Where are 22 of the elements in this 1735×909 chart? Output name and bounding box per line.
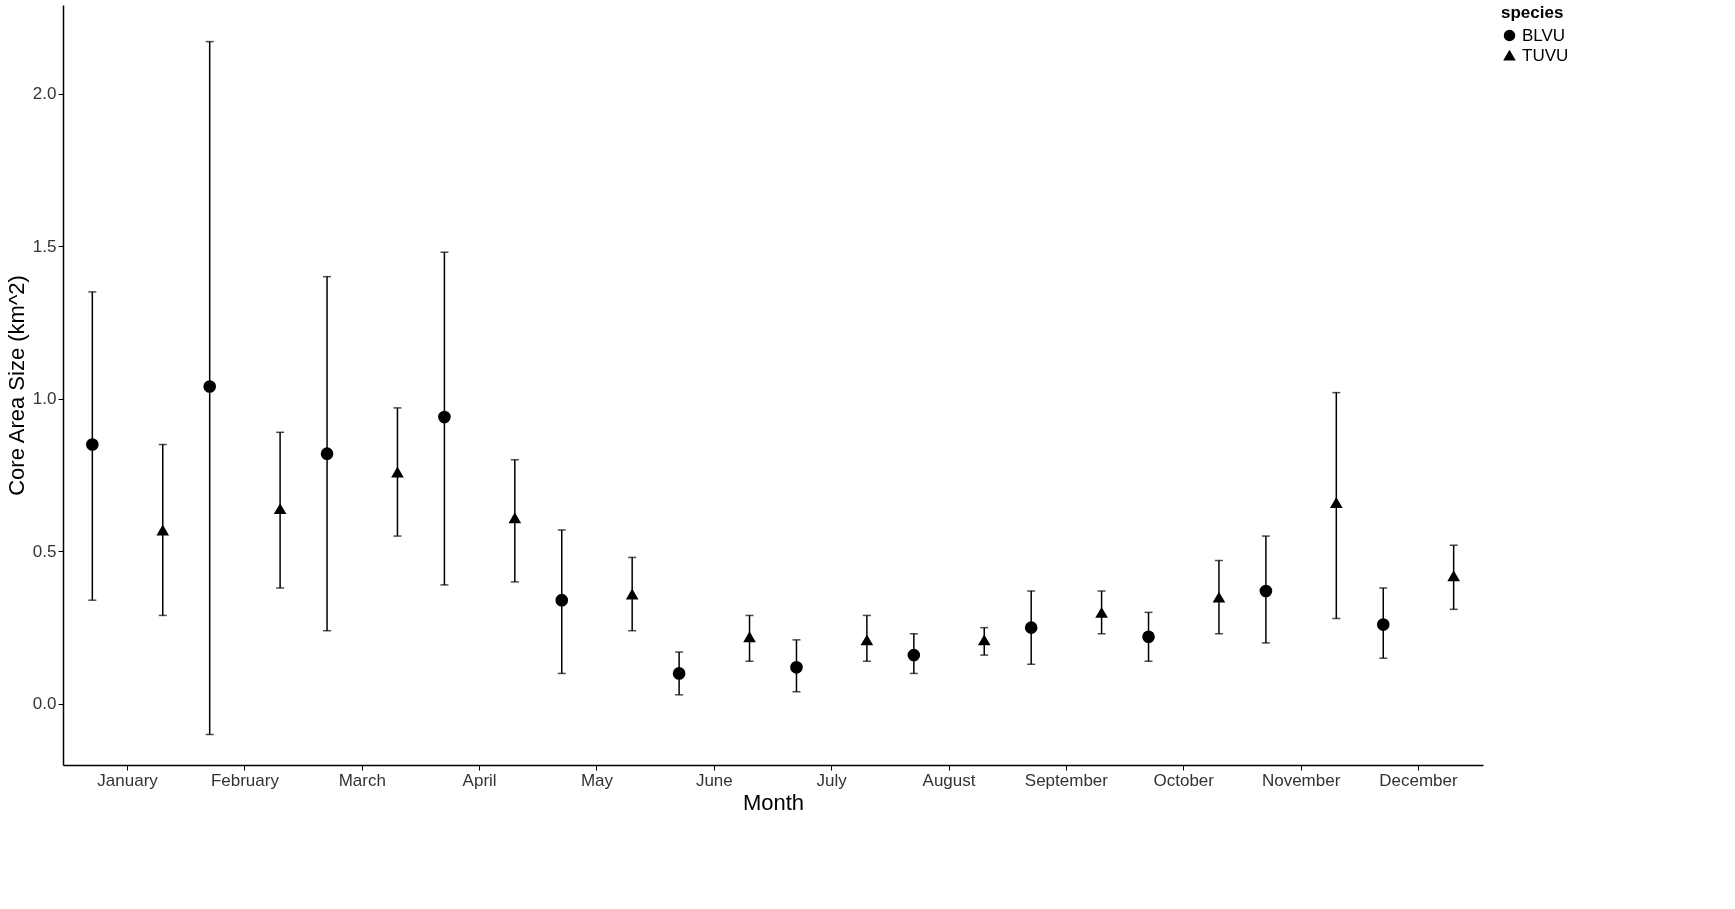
x-tick-label: November — [1261, 770, 1341, 790]
legend-label: BLVU — [1522, 25, 1566, 45]
x-tick-label: May — [580, 770, 614, 790]
x-tick-label: October — [1153, 770, 1215, 790]
y-tick-label: 2.0 — [32, 84, 57, 104]
x-tick-label: September — [1024, 770, 1109, 790]
y-tick-label: 0.0 — [32, 694, 57, 714]
y-axis-title: Core Area Size (km^2) — [3, 275, 29, 496]
legend-label: TUVU — [1522, 45, 1569, 65]
x-tick-label: December — [1379, 770, 1458, 790]
x-tick-label: June — [695, 770, 733, 790]
x-tick-label: January — [97, 770, 159, 790]
y-tick-label: 1.5 — [32, 236, 57, 256]
legend-title: species — [1501, 3, 1564, 22]
y-tick-label: 1.0 — [32, 389, 57, 409]
x-tick-label: August — [922, 770, 976, 790]
x-axis-title: Month — [742, 789, 805, 815]
x-tick-label: July — [816, 770, 848, 790]
x-tick-label: February — [210, 770, 280, 790]
x-tick-label: April — [462, 770, 497, 790]
y-tick-label: 0.5 — [32, 541, 57, 561]
x-tick-label: March — [338, 770, 386, 790]
